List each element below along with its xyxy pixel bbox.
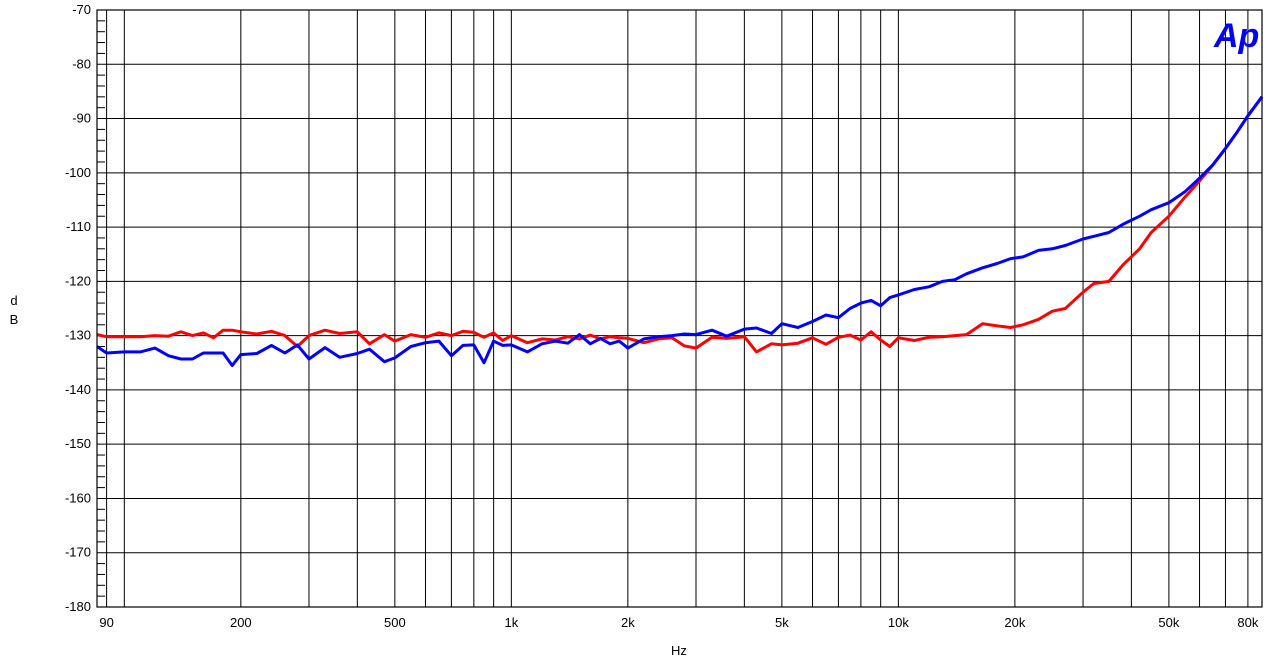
- y-tick-label: -140: [65, 382, 91, 397]
- x-tick-label: 80k: [1237, 615, 1258, 630]
- y-tick-label: -120: [65, 273, 91, 288]
- y-tick-label: -80: [72, 56, 91, 71]
- minor-y-ticks: [97, 20, 105, 597]
- y-tick-label: -160: [65, 490, 91, 505]
- x-tick-label: 5k: [775, 615, 789, 630]
- y-tick-label: -90: [72, 111, 91, 126]
- x-tick-label: 20k: [1004, 615, 1025, 630]
- series-group: [96, 95, 1264, 367]
- grid: [97, 9, 1262, 608]
- y-tick-labels: -70 -80 -90 -100 -110 -120 -130 -140 -150 -160 -17…: [65, 2, 91, 614]
- y-axis-label-d: d: [10, 293, 17, 308]
- plot-frame: [96, 9, 1263, 608]
- x-tick-label: 200: [230, 615, 252, 630]
- series-line-blue: [96, 95, 1264, 367]
- x-tick-labels: 90 200 500 1k 2k 5k 10k 20k 50k 80k: [99, 615, 1259, 630]
- y-tick-label: -180: [65, 599, 91, 614]
- x-tick-label: 90: [99, 615, 113, 630]
- y-tick-label: -100: [65, 165, 91, 180]
- y-tick-label: -130: [65, 328, 91, 343]
- y-axis-label-b: B: [10, 312, 19, 327]
- x-axis-label: Hz: [671, 643, 687, 658]
- y-tick-label: -170: [65, 545, 91, 560]
- x-tick-label: 2k: [621, 615, 635, 630]
- x-tick-label: 500: [384, 615, 406, 630]
- y-tick-label: -110: [66, 219, 91, 234]
- x-tick-label: 50k: [1158, 615, 1179, 630]
- y-tick-label: -150: [65, 436, 91, 451]
- x-tick-label: 1k: [504, 615, 518, 630]
- y-tick-label: -70: [72, 2, 91, 17]
- ap-logo: Ap: [1213, 17, 1259, 55]
- series-line-red: [96, 95, 1264, 354]
- x-tick-label: 10k: [888, 615, 909, 630]
